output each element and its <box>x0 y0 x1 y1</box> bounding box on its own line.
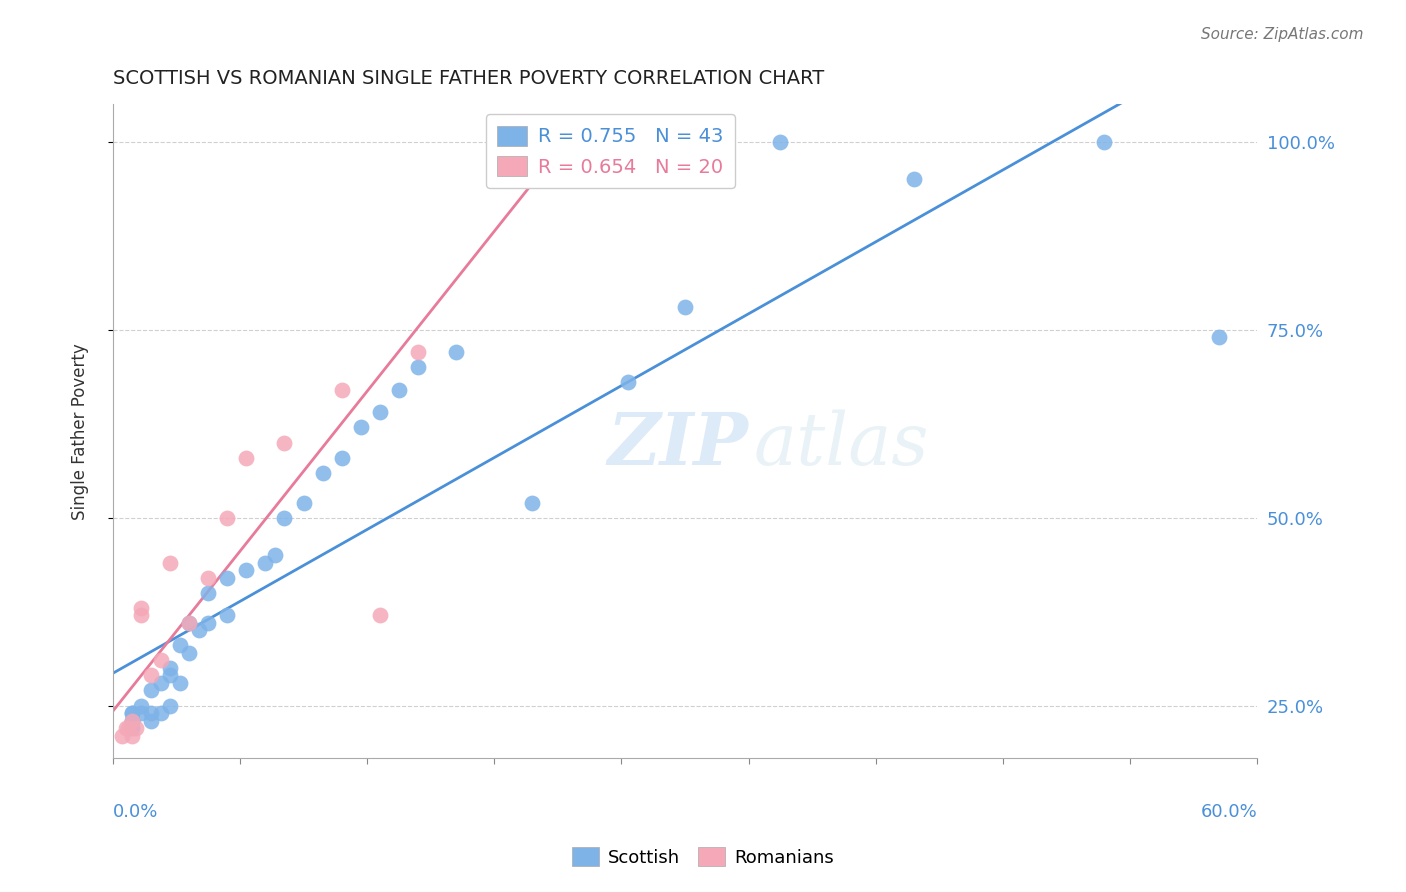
Point <box>121 706 143 720</box>
Point <box>159 661 181 675</box>
Point <box>149 653 172 667</box>
Point <box>330 450 353 465</box>
Point <box>187 624 209 638</box>
Point <box>217 608 239 623</box>
Point <box>217 510 239 524</box>
Point <box>406 345 429 359</box>
Point <box>273 510 295 524</box>
Point <box>121 714 143 728</box>
Point <box>179 615 201 630</box>
Point <box>197 586 219 600</box>
Point <box>406 360 429 375</box>
Point <box>125 721 148 735</box>
Point <box>149 676 172 690</box>
Point <box>388 383 411 397</box>
Point <box>292 495 315 509</box>
Point <box>121 706 143 720</box>
Point <box>179 615 201 630</box>
Text: atlas: atlas <box>754 409 929 480</box>
Text: Source: ZipAtlas.com: Source: ZipAtlas.com <box>1201 27 1364 42</box>
Point <box>264 548 287 562</box>
Text: 0.0%: 0.0% <box>112 803 159 822</box>
Point <box>159 698 181 713</box>
Point <box>159 668 181 682</box>
Point <box>121 714 143 728</box>
Point <box>273 435 295 450</box>
Legend: R = 0.755   N = 43, R = 0.654   N = 20: R = 0.755 N = 43, R = 0.654 N = 20 <box>486 114 735 188</box>
Point <box>235 450 257 465</box>
Point <box>197 615 219 630</box>
Point <box>1094 135 1116 149</box>
Point <box>139 668 162 682</box>
Point <box>131 608 153 623</box>
Point <box>368 608 391 623</box>
Point <box>484 135 506 149</box>
Point <box>1208 330 1230 344</box>
Point <box>117 721 139 735</box>
Point <box>169 639 191 653</box>
Point <box>179 646 201 660</box>
Point <box>330 383 353 397</box>
Point <box>444 345 467 359</box>
Point <box>616 376 638 390</box>
Point <box>139 683 162 698</box>
Point <box>139 706 162 720</box>
Y-axis label: Single Father Poverty: Single Father Poverty <box>72 343 89 520</box>
Point <box>131 706 153 720</box>
Point <box>131 600 153 615</box>
Point <box>159 556 181 570</box>
Point <box>121 721 143 735</box>
Point <box>769 135 792 149</box>
Text: 60.0%: 60.0% <box>1201 803 1257 822</box>
Point <box>254 556 277 570</box>
Text: ZIP: ZIP <box>607 409 748 480</box>
Point <box>149 706 172 720</box>
Point <box>115 721 138 735</box>
Point <box>169 676 191 690</box>
Point <box>139 714 162 728</box>
Text: SCOTTISH VS ROMANIAN SINGLE FATHER POVERTY CORRELATION CHART: SCOTTISH VS ROMANIAN SINGLE FATHER POVER… <box>112 69 824 87</box>
Point <box>903 172 925 186</box>
Point <box>131 698 153 713</box>
Point <box>197 571 219 585</box>
Point <box>311 466 333 480</box>
Point <box>217 571 239 585</box>
Legend: Scottish, Romanians: Scottish, Romanians <box>565 840 841 874</box>
Point <box>235 563 257 577</box>
Point <box>121 714 143 728</box>
Point <box>350 420 373 434</box>
Point <box>673 300 696 314</box>
Point <box>368 405 391 419</box>
Point <box>522 495 544 509</box>
Point <box>121 729 143 743</box>
Point <box>111 729 134 743</box>
